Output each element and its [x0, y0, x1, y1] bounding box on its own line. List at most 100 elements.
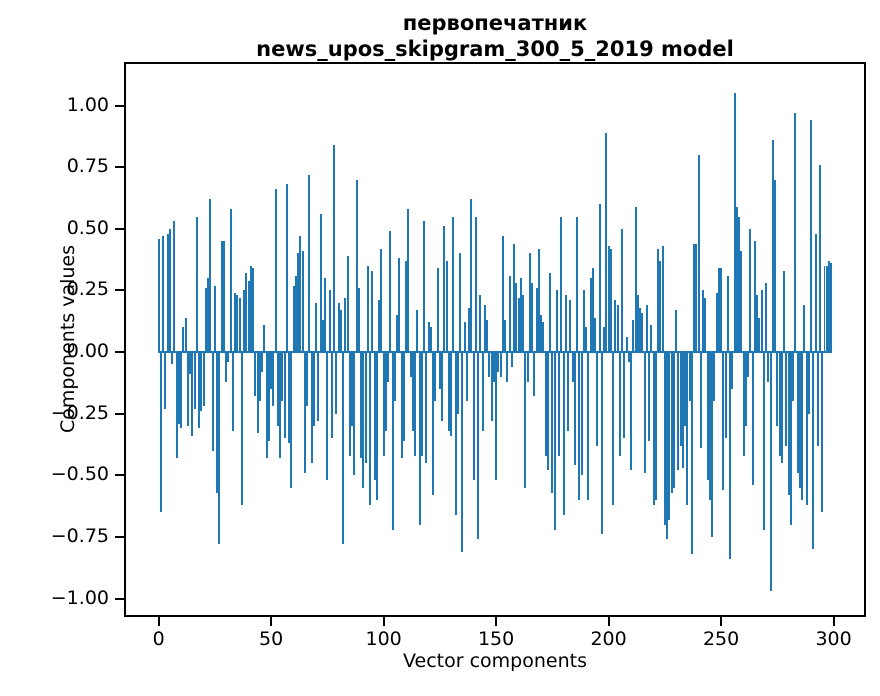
- bar: [380, 248, 383, 353]
- bar: [735, 206, 738, 353]
- bar: [652, 352, 655, 505]
- bar: [720, 268, 722, 353]
- bar: [378, 300, 381, 353]
- x-tick-label: 50: [259, 628, 284, 650]
- bar: [263, 324, 266, 353]
- bar: [693, 243, 695, 353]
- bar: [524, 352, 527, 488]
- bar: [715, 292, 718, 353]
- bar: [528, 253, 531, 353]
- bar: [335, 352, 338, 414]
- bar: [672, 352, 675, 488]
- y-tick-mark: [115, 104, 124, 107]
- plot-area: [124, 62, 866, 617]
- bar: [180, 352, 183, 429]
- y-tick-label: −0.75: [50, 524, 109, 547]
- bar: [825, 265, 828, 353]
- bar: [229, 209, 232, 353]
- bar: [182, 327, 185, 353]
- bar: [389, 231, 392, 353]
- bar: [220, 241, 223, 353]
- bar: [821, 352, 824, 513]
- bar: [571, 352, 574, 382]
- bar: [456, 352, 459, 414]
- bar: [267, 352, 270, 441]
- bar: [639, 307, 641, 353]
- bar: [470, 199, 473, 353]
- bar: [585, 327, 588, 353]
- bar: [769, 352, 772, 592]
- bar: [333, 145, 336, 353]
- bar: [222, 241, 225, 353]
- bar: [303, 352, 306, 473]
- bar: [171, 352, 174, 365]
- bar: [238, 297, 241, 353]
- bar: [650, 324, 653, 353]
- bar: [717, 268, 720, 353]
- bar: [450, 352, 453, 436]
- bar: [657, 248, 659, 353]
- bar: [353, 352, 356, 476]
- bar: [227, 352, 230, 362]
- bar: [488, 352, 491, 377]
- bar: [794, 113, 797, 353]
- bar: [411, 352, 414, 431]
- bar: [589, 278, 592, 353]
- bar: [432, 352, 435, 495]
- bar: [549, 273, 552, 353]
- bar: [823, 265, 826, 353]
- bar: [297, 253, 300, 353]
- bar: [580, 352, 583, 476]
- bar: [506, 352, 509, 382]
- bar: [211, 352, 214, 451]
- bar: [254, 352, 257, 397]
- bar: [213, 285, 216, 353]
- bar: [562, 352, 565, 515]
- bar: [195, 216, 198, 353]
- bar: [202, 352, 205, 407]
- bar: [186, 352, 189, 426]
- bar: [812, 352, 815, 550]
- bar: [645, 305, 648, 353]
- bar: [294, 275, 297, 353]
- bar: [805, 352, 808, 505]
- bar: [733, 93, 736, 353]
- bar: [573, 352, 576, 466]
- bar: [351, 352, 354, 426]
- bar: [393, 352, 396, 402]
- bar: [162, 236, 165, 353]
- bar: [407, 209, 410, 353]
- bar: [447, 352, 450, 431]
- x-axis-label: Vector components: [403, 650, 587, 672]
- y-tick-label: −1.00: [50, 586, 109, 609]
- bar: [807, 352, 810, 414]
- bar: [522, 295, 525, 353]
- bar: [261, 352, 264, 372]
- x-tick-label: 150: [477, 628, 515, 650]
- bar: [677, 352, 680, 471]
- bar: [209, 199, 212, 353]
- bar: [641, 312, 644, 353]
- bar: [612, 352, 614, 505]
- bar: [555, 290, 558, 353]
- bar: [416, 310, 419, 353]
- bar: [472, 352, 475, 481]
- bar: [364, 352, 367, 463]
- bar: [510, 352, 513, 367]
- chart-title-word: первопечатник: [402, 11, 588, 35]
- bar: [382, 352, 385, 456]
- y-tick-label: −0.25: [50, 401, 109, 424]
- bar: [623, 352, 626, 439]
- bar: [760, 290, 763, 353]
- bar: [776, 352, 779, 426]
- bar: [420, 352, 423, 456]
- x-tick-mark: [720, 617, 723, 626]
- bar: [684, 352, 686, 426]
- bar: [814, 233, 817, 353]
- bar: [643, 352, 646, 473]
- bar: [594, 317, 596, 353]
- bar: [234, 292, 237, 353]
- bar: [567, 352, 570, 431]
- bar: [605, 132, 608, 353]
- bar: [459, 253, 462, 353]
